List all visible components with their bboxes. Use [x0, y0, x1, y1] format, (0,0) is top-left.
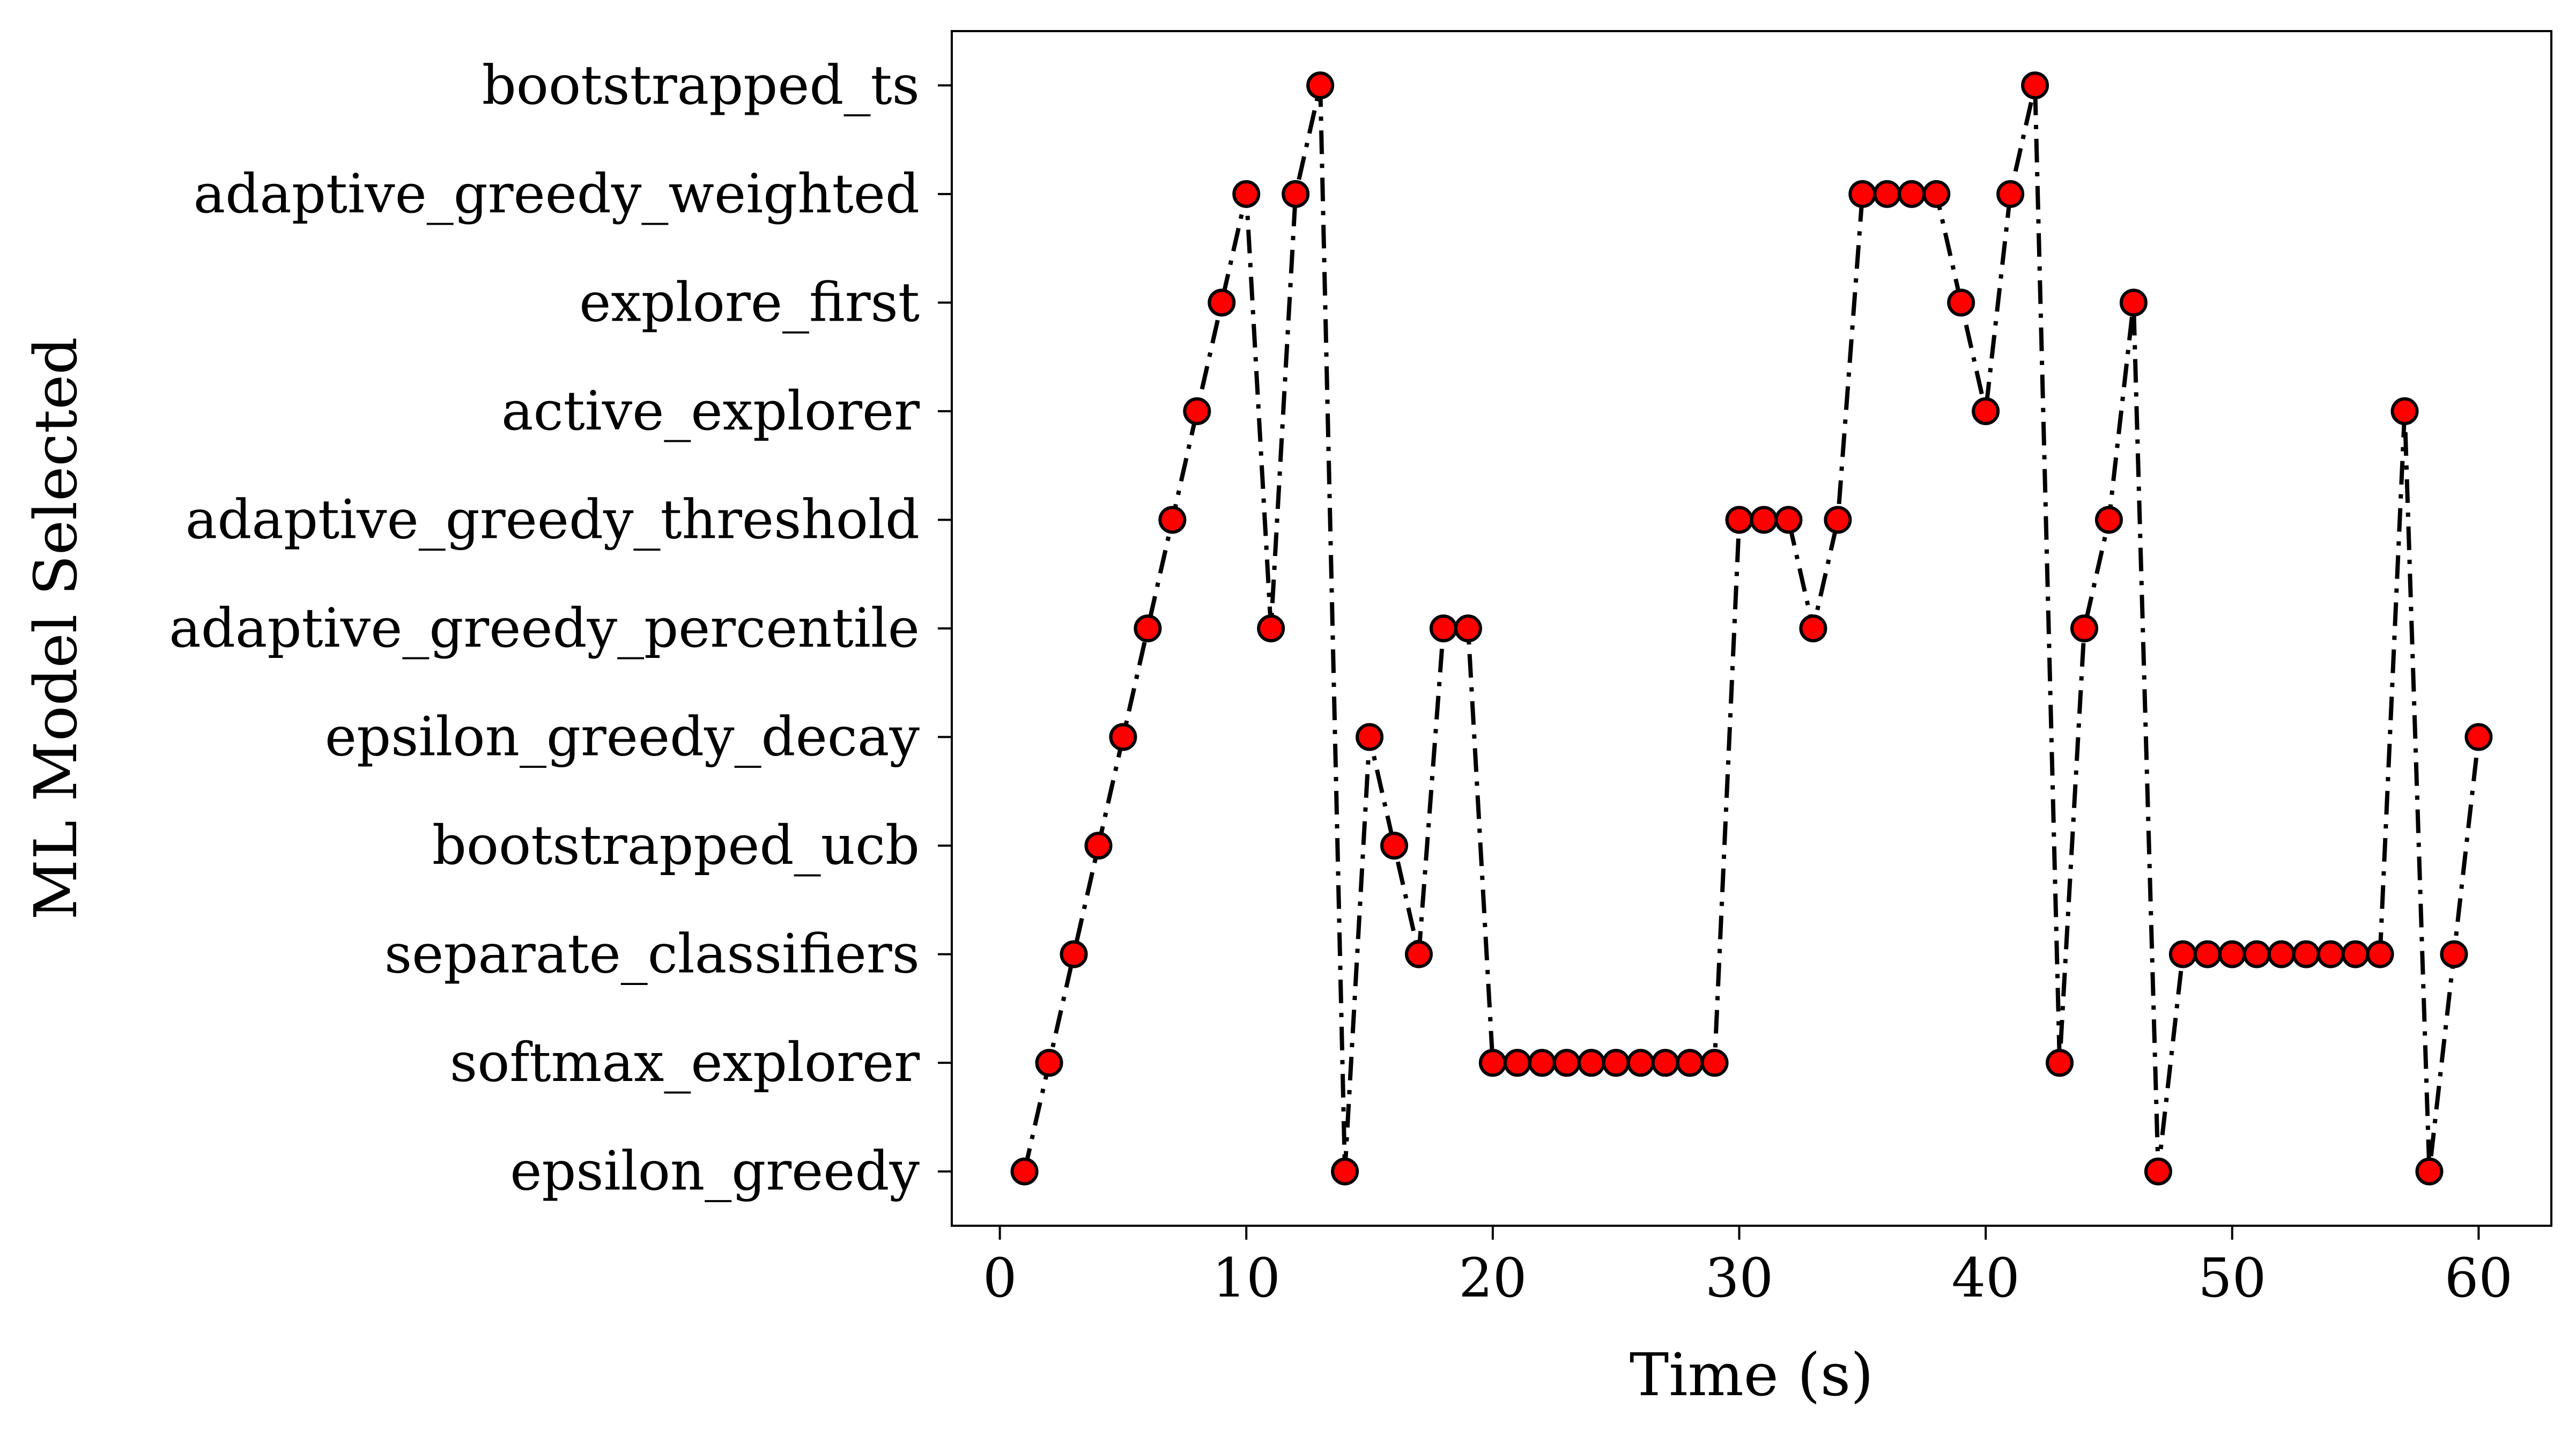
data-point	[1257, 614, 1285, 642]
data-point	[1873, 180, 1901, 208]
data-point	[1528, 1049, 1556, 1077]
y-axis-title: ML Model Selected	[21, 337, 90, 920]
x-tick-label: 30	[1705, 1247, 1773, 1309]
x-tick-label: 40	[1952, 1247, 2020, 1309]
data-point	[2341, 940, 2370, 968]
data-point	[2218, 940, 2246, 968]
data-point	[1331, 1157, 1359, 1186]
data-point	[1084, 832, 1113, 860]
x-axis-ticks: 0 10 20 30 40 50 60	[983, 1226, 2513, 1309]
data-point	[1306, 71, 1335, 100]
data-point	[1109, 723, 1137, 751]
x-tick-label: 60	[2445, 1247, 2513, 1309]
y-tick-label: separate_classifiers	[384, 923, 920, 986]
data-point	[1208, 288, 1236, 317]
data-point	[2415, 1157, 2444, 1186]
data-point	[1478, 1049, 1507, 1077]
data-point	[1651, 1049, 1679, 1077]
y-tick-label: softmax_explorer	[450, 1031, 920, 1094]
data-point	[2292, 940, 2320, 968]
y-tick-label: explore_first	[579, 271, 920, 334]
x-tick-label: 10	[1212, 1247, 1280, 1309]
data-point	[2267, 940, 2296, 968]
data-point	[1454, 614, 1482, 642]
data-point	[1060, 940, 1088, 968]
data-point	[2366, 940, 2394, 968]
data-point	[1577, 1049, 1605, 1077]
data-point	[1848, 180, 1877, 208]
data-point	[1010, 1157, 1039, 1186]
data-point	[1380, 832, 1409, 860]
series-path	[1022, 83, 2481, 1174]
data-point	[1725, 506, 1753, 534]
data-point	[2193, 940, 2222, 968]
data-point	[1996, 180, 2025, 208]
data-point	[2046, 1049, 2074, 1077]
data-point	[1898, 180, 1926, 208]
data-point	[1799, 614, 1827, 642]
y-tick-label: adaptive_greedy_percentile	[169, 597, 920, 660]
data-point	[1134, 614, 1162, 642]
data-point	[1035, 1049, 1063, 1077]
data-point	[1503, 1049, 1531, 1077]
y-tick-label: adaptive_greedy_weighted	[194, 162, 920, 225]
data-point	[1972, 397, 2000, 425]
data-point	[2390, 397, 2419, 425]
data-point	[1158, 506, 1187, 534]
y-tick-label: epsilon_greedy	[510, 1140, 920, 1203]
x-tick-label: 0	[983, 1247, 1017, 1309]
data-point	[2070, 614, 2099, 642]
y-tick-label: bootstrapped_ts	[482, 54, 920, 116]
y-tick-label: adaptive_greedy_threshold	[186, 488, 920, 551]
x-tick-label: 50	[2198, 1247, 2266, 1309]
data-point	[2144, 1157, 2172, 1186]
data-point	[1552, 1049, 1581, 1077]
data-point	[2464, 723, 2493, 751]
data-point	[2440, 940, 2468, 968]
data-point	[1356, 723, 1384, 751]
data-point	[1676, 1049, 1704, 1077]
plot-area-frame	[951, 30, 2552, 1227]
data-point	[1947, 288, 1975, 317]
data-point	[1602, 1049, 1630, 1077]
data-point	[1232, 180, 1261, 208]
x-tick-label: 20	[1459, 1247, 1527, 1309]
x-axis-title: Time (s)	[1630, 1340, 1874, 1409]
y-tick-label: bootstrapped_ucb	[432, 814, 920, 877]
data-point	[1700, 1049, 1729, 1077]
data-point	[1824, 506, 1852, 534]
data-point	[2021, 71, 2049, 100]
data-point	[2119, 288, 2148, 317]
data-points	[1010, 71, 2493, 1186]
data-point	[1922, 180, 1951, 208]
data-point	[1404, 940, 1433, 968]
data-point	[1429, 614, 1457, 642]
data-point	[1774, 506, 1803, 534]
data-point	[1626, 1049, 1655, 1077]
y-axis-ticks: epsilon_greedy softmax_explorer separate_c…	[169, 54, 952, 1203]
data-point	[2316, 940, 2345, 968]
data-point	[2094, 506, 2123, 534]
data-point	[1750, 506, 1778, 534]
data-point	[2242, 940, 2271, 968]
y-tick-label: active_explorer	[501, 380, 920, 442]
y-tick-label: epsilon_greedy_decay	[325, 706, 920, 768]
series-line	[1022, 83, 2481, 1174]
data-point	[2168, 940, 2197, 968]
data-point	[1282, 180, 1310, 208]
data-point	[1183, 397, 1211, 425]
